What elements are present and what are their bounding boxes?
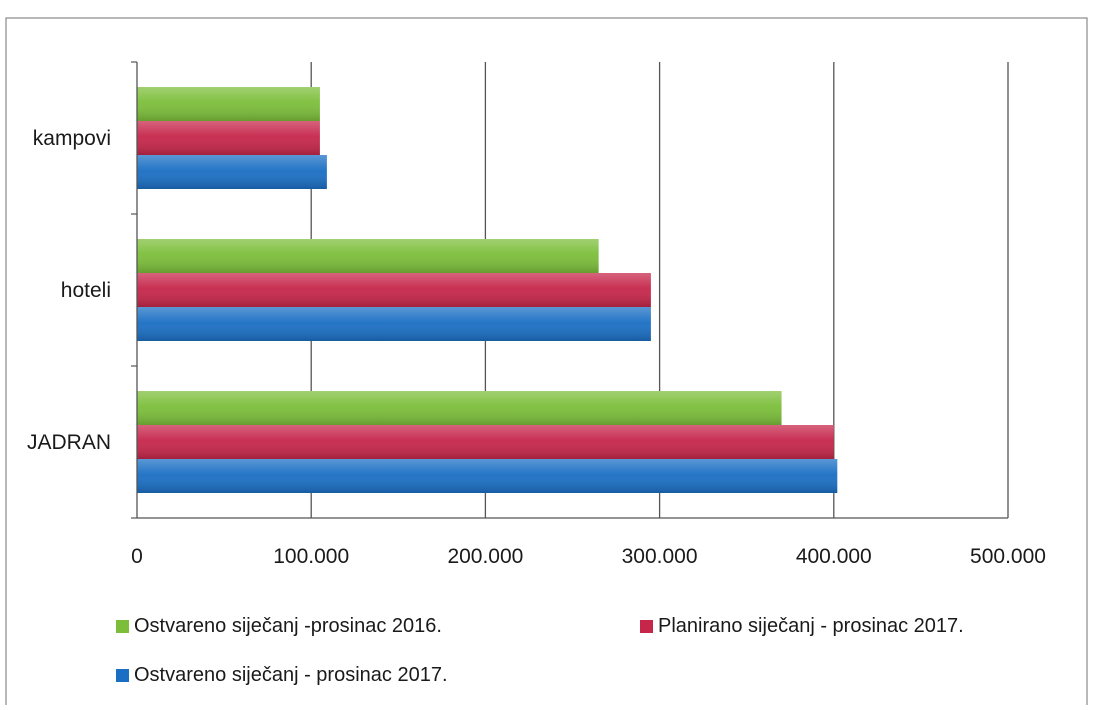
bar-shading (137, 121, 320, 155)
bar-shading (137, 391, 782, 425)
x-tick-label: 0 (131, 545, 143, 568)
bar-shading (137, 155, 327, 189)
x-tick-label: 200.000 (447, 545, 523, 568)
legend-swatch (116, 669, 129, 682)
legend-label: Ostvareno siječanj -prosinac 2016. (134, 615, 442, 637)
legend-label: Ostvareno siječanj - prosinac 2017. (134, 664, 448, 686)
legend-swatch (116, 620, 129, 633)
x-tick-label: 300.000 (622, 545, 698, 568)
category-label: kampovi (33, 127, 111, 150)
bar (137, 391, 782, 425)
legend-label: Planirano siječanj - prosinac 2017. (658, 615, 964, 637)
bar-shading (137, 307, 651, 341)
legend-item: Ostvareno siječanj - prosinac 2017. (116, 664, 448, 686)
bar-shading (137, 425, 834, 459)
bar (137, 459, 838, 493)
bar (137, 239, 599, 273)
legend-item: Ostvareno siječanj -prosinac 2016. (116, 615, 442, 637)
x-tick-label: 500.000 (970, 545, 1046, 568)
bar (137, 307, 651, 341)
legend-swatch (640, 620, 653, 633)
bar-shading (137, 273, 651, 307)
bar (137, 87, 320, 121)
x-tick-label: 100.000 (273, 545, 349, 568)
legend-item: Planirano siječanj - prosinac 2017. (640, 615, 964, 637)
category-label: hoteli (61, 279, 111, 302)
category-label: JADRAN (27, 431, 111, 454)
bar-shading (137, 239, 599, 273)
bar-shading (137, 459, 838, 493)
bar (137, 121, 320, 155)
bar (137, 155, 327, 189)
bar (137, 273, 651, 307)
x-tick-label: 400.000 (796, 545, 872, 568)
bar (137, 425, 834, 459)
chart-border (5, 17, 1088, 710)
bar-shading (137, 87, 320, 121)
